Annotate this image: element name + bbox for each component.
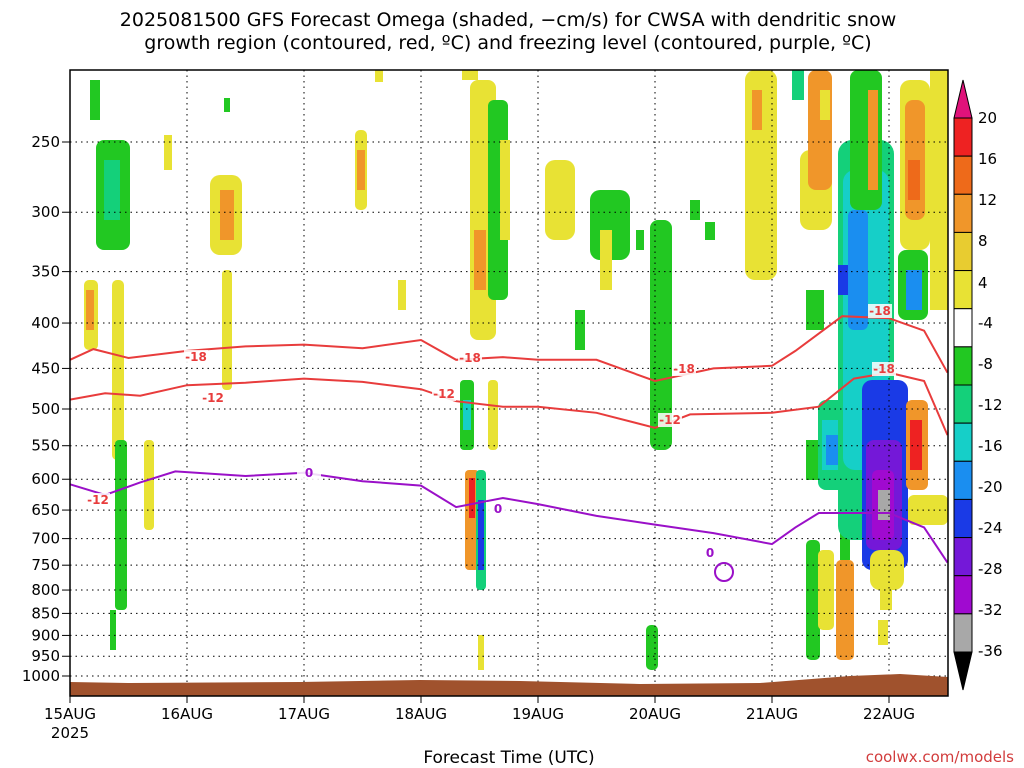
- y-tick-label: 250: [31, 133, 60, 151]
- y-tick-label: 350: [31, 263, 60, 281]
- colorbar: 20 16 12 8 4 -4 -8 -12 -16 -20 -24 -28 -32 -36: [953, 79, 1003, 691]
- colorbar-swatch: [953, 155, 973, 195]
- y-tick-label: 850: [31, 604, 60, 622]
- colorbar-swatch: [953, 308, 973, 348]
- x-tick-label: 19AUG: [512, 705, 564, 723]
- chart-title-line1: 2025081500 GFS Forecast Omega (shaded, −…: [120, 9, 896, 31]
- colorbar-swatch: [953, 193, 973, 233]
- contour-label: -12: [659, 413, 681, 427]
- colorbar-swatch: [953, 575, 973, 615]
- y-tick-label: 650: [31, 501, 60, 519]
- contour-label-bg: [297, 466, 321, 480]
- colorbar-swatch: [953, 422, 973, 462]
- colorbar-swatch: [953, 613, 973, 653]
- y-tick-label: 450: [31, 359, 60, 377]
- colorbar-label: 20: [978, 109, 997, 127]
- y-tick-label: 550: [31, 437, 60, 455]
- y-tick-label: 500: [31, 400, 60, 418]
- y-axis-ticks: 250 300 350 400 450 500 550 600 650 700 750 800 850 9…: [22, 133, 70, 685]
- colorbar-swatch: [953, 231, 973, 272]
- contour-label: 0: [494, 502, 502, 516]
- colorbar-bottom-arrow: [953, 651, 973, 691]
- y-tick-label: 950: [31, 647, 60, 665]
- colorbar-label: -32: [978, 601, 1003, 619]
- colorbar-top-arrow: [953, 79, 973, 119]
- contour-label: -18: [673, 362, 695, 376]
- x-axis-title: Forecast Time (UTC): [423, 748, 594, 768]
- contour-label-bg: [432, 387, 456, 401]
- x-tick-label: 18AUG: [395, 705, 447, 723]
- colorbar-label: -20: [978, 478, 1003, 496]
- freezing-level-closed-contour: [714, 562, 734, 582]
- credit-text: coolwx.com/models: [866, 748, 1014, 766]
- contour-labels: -18 -18 -18 -18 -18 -12 -12 -12 -12 0 0 0: [86, 304, 896, 560]
- x-tick-label: 17AUG: [278, 705, 330, 723]
- colorbar-swatch: [953, 384, 973, 424]
- contour-label: -12: [87, 493, 109, 507]
- colorbar-label: -28: [978, 560, 1003, 578]
- contour-line-1: [69, 371, 949, 436]
- contour-label-bg: [868, 304, 892, 318]
- y-tick-label: 700: [31, 530, 60, 548]
- y-tick-label: 900: [31, 626, 60, 644]
- contour-label-bg: [458, 351, 482, 365]
- x-axis-ticks: 15AUG 16AUG 17AUG 18AUG 19AUG 20AUG 21AUG 22AUG: [44, 696, 915, 723]
- contour-label-bg: [672, 362, 696, 376]
- terrain-fill: [70, 674, 948, 696]
- contour-line-2: [69, 470, 949, 564]
- contour-label: -18: [869, 304, 891, 318]
- contour-label: -12: [433, 387, 455, 401]
- contour-label-bg: [184, 350, 208, 364]
- y-tick-label: 800: [31, 581, 60, 599]
- contour-label-bg: [86, 493, 110, 507]
- contour-label: 0: [706, 546, 714, 560]
- y-tick-label: 750: [31, 556, 60, 574]
- colorbar-label: -12: [978, 396, 1003, 414]
- x-tick-label: 15AUG: [44, 705, 96, 723]
- x-tick-label: 20AUG: [629, 705, 681, 723]
- colorbar-label: -4: [978, 314, 993, 332]
- colorbar-label: 16: [978, 150, 997, 168]
- colorbar-label: -24: [978, 519, 1003, 537]
- colorbar-label: 4: [978, 274, 988, 292]
- y-tick-label: 400: [31, 314, 60, 332]
- colorbar-swatch: [953, 117, 973, 157]
- x-tick-label: 21AUG: [746, 705, 798, 723]
- x-tick-label: 16AUG: [161, 705, 213, 723]
- colorbar-label: -8: [978, 355, 993, 373]
- colorbar-swatch: [953, 537, 973, 577]
- colorbar-swatch: [953, 460, 973, 500]
- colorbar-label: -36: [978, 642, 1003, 660]
- colorbar-label: -16: [978, 437, 1003, 455]
- colorbar-swatch: [953, 498, 973, 539]
- contour-label: -18: [185, 350, 207, 364]
- chart-title-line2: growth region (contoured, red, ºC) and f…: [144, 32, 871, 54]
- contour-label-bg: [698, 546, 722, 560]
- contour-label: -18: [873, 362, 895, 376]
- contour-label: 0: [305, 466, 313, 480]
- omega-shading: [84, 70, 948, 670]
- contour-label: -12: [202, 391, 224, 405]
- colorbar-label: 12: [978, 191, 997, 209]
- x-tick-label: 22AUG: [863, 705, 915, 723]
- x-year-label: 2025: [51, 724, 89, 742]
- contour-label: -18: [459, 351, 481, 365]
- y-tick-label: 1000: [22, 667, 60, 685]
- contour-label-bg: [658, 413, 682, 427]
- colorbar-swatch: [953, 346, 973, 386]
- y-tick-label: 600: [31, 470, 60, 488]
- contour-label-bg: [486, 502, 510, 516]
- colorbar-label: 8: [978, 232, 988, 250]
- colorbar-swatch: [953, 270, 973, 310]
- contour-label-bg: [201, 391, 225, 405]
- y-tick-label: 300: [31, 203, 60, 221]
- contour-label-bg: [872, 362, 896, 376]
- plot-frame: [69, 69, 949, 697]
